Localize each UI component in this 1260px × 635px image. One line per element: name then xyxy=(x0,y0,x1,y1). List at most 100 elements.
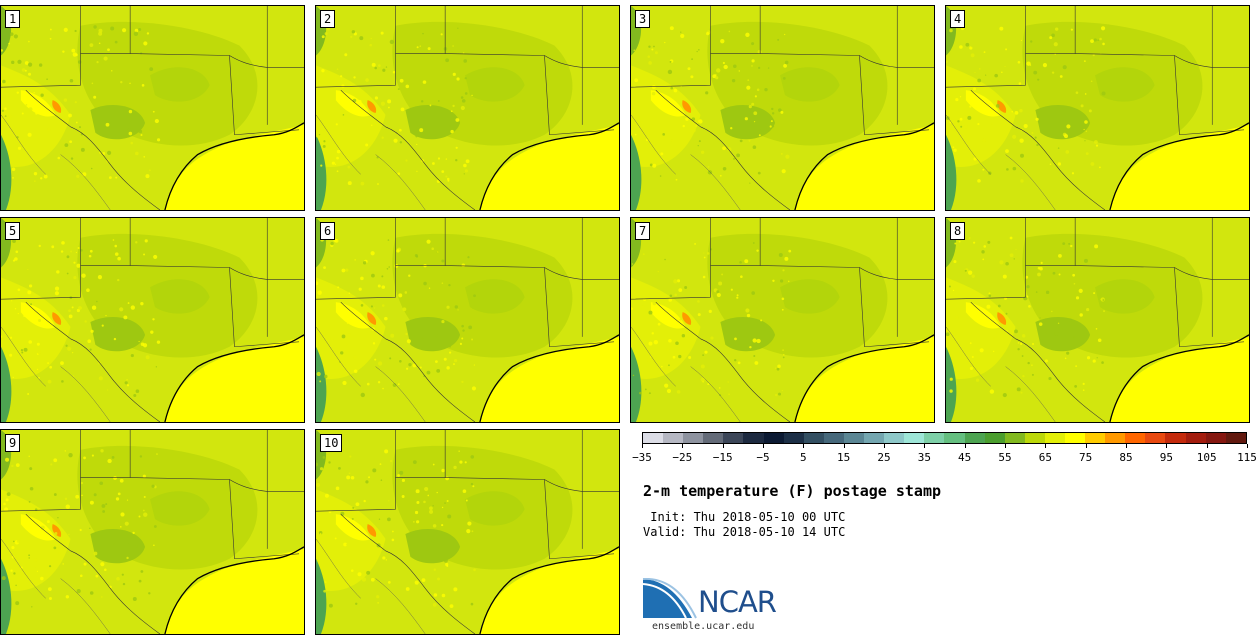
temperature-map xyxy=(1,218,304,422)
colorbar-tick xyxy=(763,444,764,448)
stamp-panel-3: 3 xyxy=(630,5,935,211)
member-number: 6 xyxy=(320,222,336,240)
colorbar-tick-label: −25 xyxy=(672,451,693,464)
colorbar-swatch xyxy=(1205,433,1226,443)
colorbar-swatch xyxy=(864,433,885,443)
colorbar-tick xyxy=(843,444,845,448)
colorbar-tick-label: 115 xyxy=(1237,451,1257,464)
temperature-map xyxy=(631,218,934,422)
colorbar-swatch xyxy=(763,433,784,443)
colorbar-swatch xyxy=(1085,433,1106,443)
colorbar-swatch xyxy=(944,433,965,443)
temperature-map xyxy=(1,6,304,210)
colorbar-swatch xyxy=(1145,433,1166,443)
colorbar-tick-label: 75 xyxy=(1079,451,1093,464)
colorbar-swatch xyxy=(1004,433,1025,443)
colorbar-swatch xyxy=(884,433,905,443)
stamp-panel-4: 4 xyxy=(945,5,1250,211)
stamp-panel-2: 2 xyxy=(315,5,620,211)
colorbar-tick xyxy=(1005,444,1006,448)
colorbar-tick-label: 105 xyxy=(1196,451,1217,464)
member-number: 5 xyxy=(5,222,21,240)
colorbar-swatch xyxy=(1044,433,1065,443)
colorbar-ticks: −35 −25 −15 −5 5 15 25 35 45 55 65 75 85 95 105 115 xyxy=(632,444,1257,464)
colorbar-tick-label: −5 xyxy=(756,451,770,464)
colorbar-swatch xyxy=(683,433,704,443)
colorbar-swatch xyxy=(703,433,724,443)
colorbar-tick-label: 65 xyxy=(1038,451,1052,464)
stamp-panel-1: 1 xyxy=(0,5,305,211)
temperature-map xyxy=(316,430,619,634)
stamp-panel-7: 7 xyxy=(630,217,935,423)
member-number: 9 xyxy=(5,434,21,452)
colorbar-swatch xyxy=(723,433,744,443)
colorbar-tick-label: 5 xyxy=(800,451,807,464)
init-time: Init: Thu 2018-05-10 00 UTC xyxy=(643,510,846,524)
colorbar-swatch xyxy=(1064,433,1086,443)
colorbar-swatch xyxy=(1185,433,1206,443)
colorbar-tick xyxy=(642,444,643,448)
colorbar-tick-label: 45 xyxy=(958,451,972,464)
ncar-logo-icon xyxy=(642,578,697,619)
temperature-map xyxy=(1,430,304,634)
colorbar-swatch xyxy=(924,433,945,443)
stamp-panel-6: 6 xyxy=(315,217,620,423)
member-number: 7 xyxy=(635,222,651,240)
temperature-map xyxy=(946,6,1249,210)
member-number: 10 xyxy=(320,434,343,452)
colorbar-swatch xyxy=(1225,433,1246,443)
colorbar-tick xyxy=(1166,444,1168,448)
colorbar-swatch xyxy=(803,433,824,443)
temperature-colorbar xyxy=(642,432,1247,444)
colorbar-swatch xyxy=(743,433,764,443)
colorbar-tick-label: 15 xyxy=(837,451,851,464)
member-number: 3 xyxy=(635,10,651,28)
colorbar-swatch xyxy=(1165,433,1186,443)
member-number: 4 xyxy=(950,10,966,28)
figure-title: 2-m temperature (F) postage stamp xyxy=(643,482,942,500)
colorbar-tick-label: −15 xyxy=(712,451,733,464)
colorbar-tick-label: 85 xyxy=(1119,451,1133,464)
colorbar-swatch xyxy=(1024,433,1045,443)
stamp-panel-10: 10 xyxy=(315,429,620,635)
colorbar-tick-label: 55 xyxy=(998,451,1012,464)
colorbar-tick xyxy=(924,444,926,448)
member-number: 2 xyxy=(320,10,336,28)
colorbar-swatch xyxy=(843,433,865,443)
colorbar-swatch xyxy=(783,433,804,443)
colorbar-tick xyxy=(964,444,966,448)
colorbar-tick xyxy=(1206,444,1208,448)
temperature-map xyxy=(946,218,1249,422)
colorbar-tick xyxy=(803,444,805,448)
colorbar-swatch xyxy=(1105,433,1126,443)
colorbar-swatch xyxy=(643,433,664,443)
temperature-map xyxy=(316,218,619,422)
colorbar-swatch xyxy=(823,433,844,443)
colorbar-swatch xyxy=(984,433,1005,443)
colorbar-tick-label: 35 xyxy=(917,451,931,464)
colorbar-tick xyxy=(1126,444,1127,448)
ensemble-url: ensemble.ucar.edu xyxy=(652,621,755,632)
colorbar-swatch xyxy=(1125,433,1146,443)
stamp-panel-8: 8 xyxy=(945,217,1250,423)
colorbar-tick xyxy=(722,444,724,448)
colorbar-swatch xyxy=(904,433,925,443)
colorbar-tick xyxy=(1085,444,1087,448)
member-number: 8 xyxy=(950,222,966,240)
colorbar-swatch xyxy=(663,433,684,443)
colorbar-tick xyxy=(884,444,885,448)
colorbar-swatch xyxy=(964,433,985,443)
temperature-map xyxy=(316,6,619,210)
colorbar-tick xyxy=(1045,444,1047,448)
temperature-map xyxy=(631,6,934,210)
colorbar-tick-label: 95 xyxy=(1159,451,1173,464)
colorbar-tick-label: 25 xyxy=(877,451,891,464)
member-number: 1 xyxy=(5,10,21,28)
colorbar-tick xyxy=(682,444,684,448)
colorbar-tick xyxy=(1247,444,1248,448)
colorbar-tick-label: −35 xyxy=(632,451,652,464)
ncar-logo-text: NCAR xyxy=(698,585,777,619)
stamp-panel-5: 5 xyxy=(0,217,305,423)
valid-time: Valid: Thu 2018-05-10 14 UTC xyxy=(643,525,846,539)
stamp-panel-9: 9 xyxy=(0,429,305,635)
